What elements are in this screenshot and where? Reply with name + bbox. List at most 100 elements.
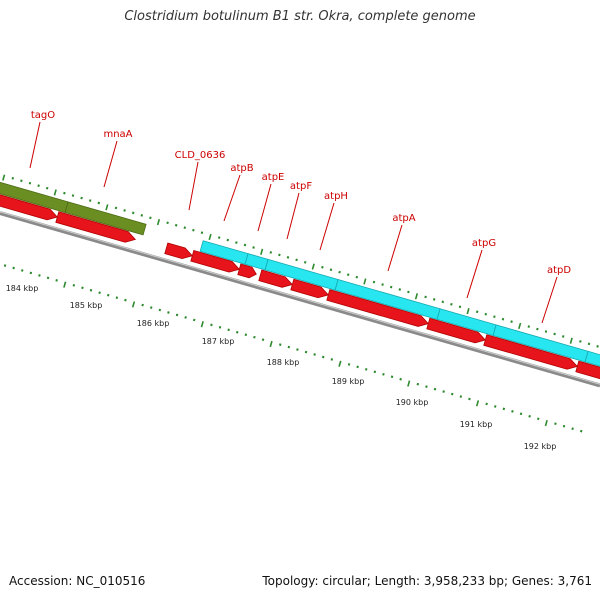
cds-feature-atpA [326, 289, 430, 327]
outer-tick-minor [28, 181, 32, 185]
inner-tick-minor [115, 296, 119, 300]
outer-tick-minor [579, 340, 582, 343]
inner-tick-minor [347, 363, 351, 366]
inner-tick-minor [511, 410, 514, 413]
outer-tick-major [569, 337, 573, 344]
outer-tick-minor [252, 246, 255, 249]
inner-tick-minor [287, 345, 291, 349]
outer-tick-minor [131, 211, 135, 215]
gene-label: atpD [547, 265, 571, 276]
map-title: Clostridium botulinum B1 str. Okra, comp… [124, 9, 476, 24]
inner-tick-minor [29, 271, 33, 275]
cds-feature-atpE [237, 263, 257, 279]
gene-label: atpA [392, 213, 415, 224]
cds-feature-atpH [290, 278, 330, 299]
inner-tick-minor [149, 306, 153, 309]
outer-tick-major [2, 174, 6, 181]
outer-tick-minor [501, 317, 505, 321]
gene-label: atpB [230, 163, 253, 174]
outer-tick-major [208, 233, 212, 241]
inner-tick-major [131, 301, 136, 308]
cds-feature-atpF [258, 269, 294, 288]
inner-tick-minor [321, 355, 325, 359]
outer-tick-minor [278, 253, 281, 257]
gene-label-leader [286, 192, 300, 240]
inner-tick-minor [450, 392, 454, 396]
outer-tick-minor [441, 300, 445, 304]
outer-tick-minor [88, 199, 92, 202]
scale-label: 189 kbp [332, 377, 365, 386]
inner-tick-major [407, 380, 411, 387]
inner-tick-minor [536, 417, 540, 421]
gene-label-leader [541, 276, 558, 324]
outer-tick-major [53, 189, 57, 196]
outer-tick-minor [346, 273, 350, 277]
outer-tick-minor [114, 206, 118, 210]
outer-tick-minor [295, 258, 298, 262]
outer-tick-minor [389, 285, 393, 289]
outer-tick-minor [493, 315, 496, 319]
scale-label: 191 kbp [460, 420, 493, 429]
inner-tick-minor [20, 269, 24, 272]
outer-tick-minor [123, 209, 126, 212]
outer-tick-minor [484, 312, 488, 316]
scale-label: 184 kbp [6, 284, 39, 293]
inner-tick-minor [425, 385, 428, 388]
inner-tick-minor [313, 353, 316, 356]
outer-tick-minor [45, 186, 49, 190]
inner-tick-minor [55, 279, 58, 282]
outer-tick-minor [71, 194, 75, 197]
outer-tick-minor [200, 231, 204, 234]
outer-tick-minor [286, 256, 290, 259]
inner-tick-minor [106, 293, 110, 297]
outer-tick-minor [544, 330, 548, 333]
cds-feature-tagO [0, 194, 59, 221]
gene-label-leader [103, 140, 118, 188]
inner-tick-minor [382, 372, 385, 376]
cds-feature-atpB [190, 250, 241, 273]
inner-tick-minor [562, 424, 566, 428]
inner-tick-minor [502, 407, 506, 411]
inner-tick-minor [579, 429, 583, 433]
cds-feature-atpD [483, 334, 579, 370]
outer-tick-major [311, 263, 315, 270]
gene-label-leader [188, 161, 199, 211]
outer-tick-minor [63, 191, 66, 195]
inner-tick-minor [459, 395, 463, 398]
gene-label-leader [387, 224, 403, 272]
outer-tick-minor [20, 179, 23, 183]
inner-tick-major [544, 419, 548, 427]
gene-label-leader [319, 202, 335, 251]
outer-tick-minor [166, 221, 169, 225]
inner-tick-minor [167, 311, 170, 314]
inner-tick-minor [304, 350, 308, 354]
scale-label: 190 kbp [396, 398, 429, 407]
cds-feature-mnaA [55, 211, 137, 243]
inner-tick-minor [141, 303, 144, 307]
outer-tick-minor [553, 332, 556, 336]
cds-feature-CLD_0636 [164, 242, 194, 260]
outer-tick-minor [372, 280, 376, 284]
inner-tick-minor [38, 274, 41, 277]
outer-tick-minor [303, 260, 307, 264]
inner-tick-minor [253, 335, 256, 339]
backbone-highlight [0, 211, 600, 385]
outer-tick-minor [192, 228, 195, 232]
inner-tick-major [63, 281, 67, 288]
outer-tick-minor [235, 241, 238, 244]
inner-tick-minor [528, 414, 531, 418]
inner-tick-minor [89, 288, 93, 292]
outer-tick-minor [527, 325, 531, 328]
gene-label: CLD_0636 [175, 150, 226, 161]
outer-tick-major [105, 204, 109, 211]
inner-tick-minor [399, 377, 402, 381]
gene-label-leader [257, 183, 272, 232]
gene-feature-mnaA [64, 201, 147, 236]
outer-tick-minor [510, 320, 513, 323]
inner-tick-minor [442, 390, 445, 393]
inner-tick-minor [356, 365, 359, 369]
outer-tick-minor [381, 283, 384, 286]
inner-tick-minor [12, 266, 15, 270]
outer-tick-minor [458, 305, 462, 309]
